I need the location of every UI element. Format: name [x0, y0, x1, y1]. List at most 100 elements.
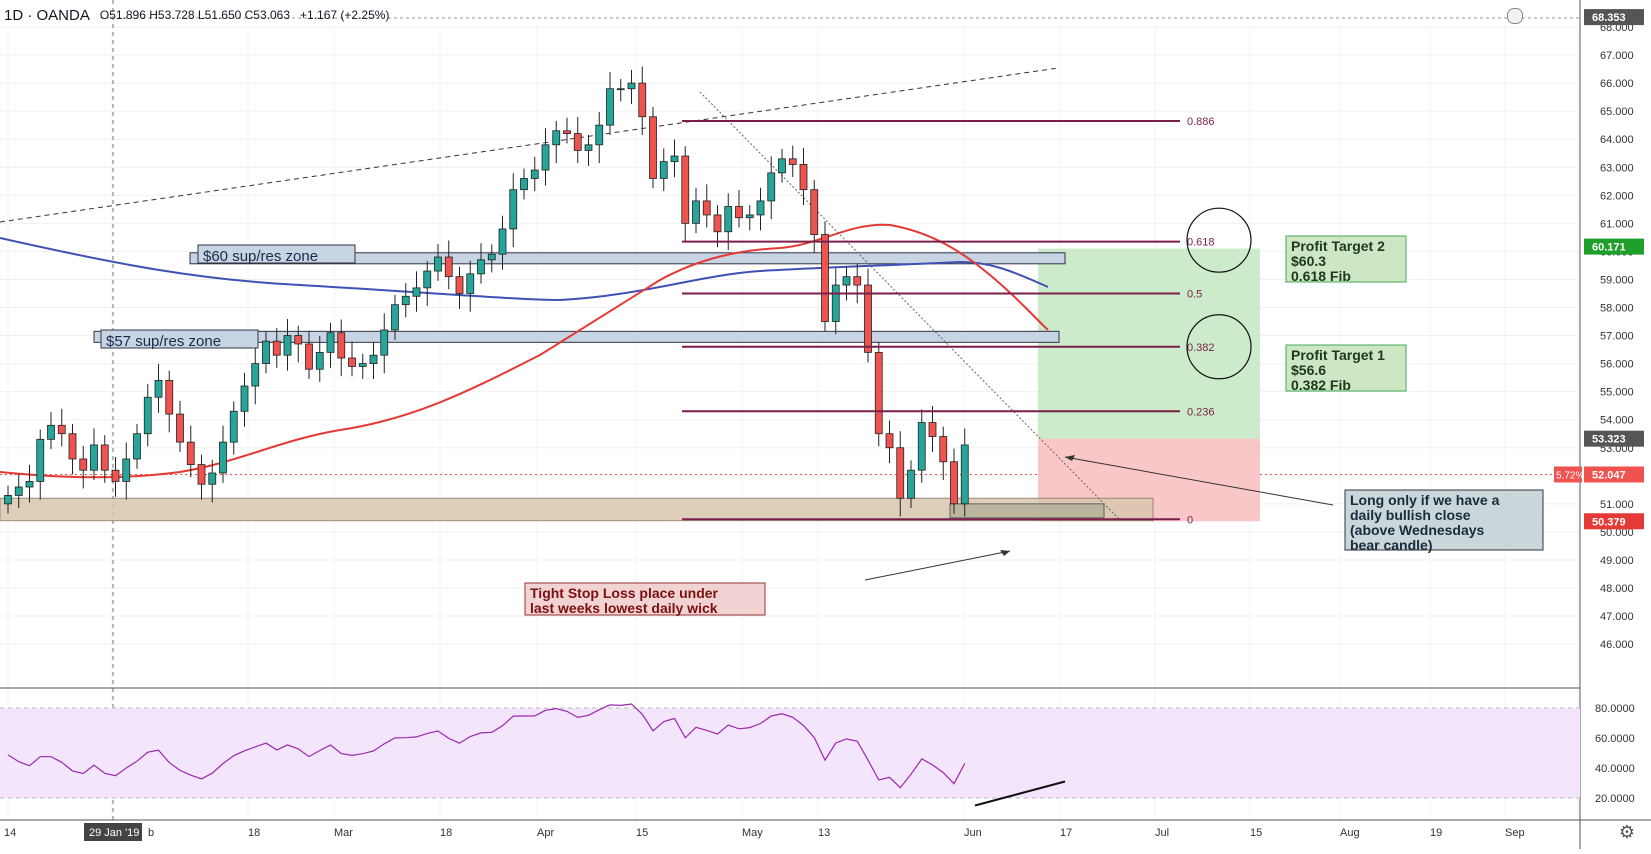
candle-bear: [821, 234, 829, 322]
candle-bull: [595, 124, 604, 146]
price-badge-label: 50.379: [1592, 516, 1626, 528]
candle-bull: [627, 82, 636, 90]
candle-bull: [960, 444, 969, 505]
profit-target-2-box: [1285, 235, 1407, 283]
price-tick-label: 47.000: [1600, 611, 1634, 623]
candle-bull: [530, 169, 539, 179]
price-tick-label: 64.000: [1600, 134, 1634, 146]
layout-toggle-icon[interactable]: [1507, 8, 1523, 24]
annotations-layer[interactable]: $60 sup/res zone $57 sup/res zone Profit T…: [100, 235, 1544, 616]
candle-bear: [681, 155, 690, 224]
long-condition-note-text: (above Wednesdays: [1350, 522, 1485, 538]
candle-bull: [616, 88, 625, 91]
candle-bear: [165, 380, 174, 415]
candle-bull: [208, 472, 217, 485]
candle-bull: [143, 396, 152, 435]
candle-bull: [251, 363, 260, 387]
profit-target-1-text: Profit Target 1: [1291, 347, 1385, 363]
ohlc-values: O51.896 H53.728 L51.650 C53.063: [99, 8, 291, 22]
candles-layer: [4, 66, 969, 517]
candle-bear: [455, 276, 464, 294]
price-tick-label: 63.000: [1600, 162, 1634, 174]
candle-bull: [434, 256, 442, 272]
candle-bull: [283, 335, 292, 356]
zone-60-band: [189, 252, 1066, 265]
candle-bull: [423, 270, 432, 289]
price-tick-label: 49.000: [1600, 555, 1634, 567]
candle-bull: [36, 438, 45, 482]
price-badge-label: 53.323: [1592, 434, 1626, 446]
rsi-pane: [0, 703, 1580, 807]
candle-bull: [154, 380, 163, 398]
candle-bull: [552, 130, 561, 146]
trendline-dashed: [0, 67, 1059, 223]
candle-bear: [702, 200, 711, 216]
axes-layer: 68.00067.00066.00065.00064.00063.00062.0…: [4, 9, 1644, 841]
candle-bear: [649, 116, 657, 179]
candle-bear: [305, 343, 313, 370]
price-tick-label: 62.000: [1600, 190, 1634, 202]
arrowhead-icon: [1000, 550, 1010, 556]
profit-target-2[interactable]: Profit Target 2$60.30.618 Fib: [1285, 235, 1407, 284]
profit-target-1-text: 0.382 Fib: [1291, 377, 1351, 393]
zone57-label-text: $57 sup/res zone: [106, 333, 221, 350]
candle-bull: [756, 200, 765, 216]
profit-target-2-text: 0.618 Fib: [1291, 268, 1351, 284]
candle-bull: [229, 410, 238, 443]
arrow-stop-note: [864, 550, 1011, 581]
gear-icon[interactable]: ⚙: [1618, 822, 1635, 842]
candle-bear: [939, 436, 948, 463]
candle-bull: [391, 304, 399, 331]
arrowhead-icon: [1065, 455, 1075, 461]
fib-level-label: 0.236: [1187, 406, 1215, 418]
zone57-label[interactable]: $57 sup/res zone: [100, 329, 259, 350]
candle-bull: [541, 144, 550, 171]
candle-bear: [864, 284, 872, 353]
candle-bear: [100, 444, 109, 471]
price-tick-label: 46.000: [1600, 639, 1634, 651]
time-tick-label: Mar: [334, 827, 353, 839]
candle-bull: [498, 228, 507, 255]
candle-bear: [810, 189, 819, 235]
candle-bull: [466, 273, 475, 294]
rsi-tick-label: 80.0000: [1595, 703, 1635, 715]
price-tick-label: 61.000: [1600, 218, 1634, 230]
pct-badge-label: 5.72%: [1556, 470, 1584, 481]
zone60-label[interactable]: $60 sup/res zone: [197, 244, 356, 265]
zone60-label-text: $60 sup/res zone: [203, 248, 318, 265]
rsi-band: [0, 708, 1580, 798]
profit-zone: [1038, 248, 1260, 439]
candle-bear: [788, 158, 797, 165]
time-tick-label: 15: [636, 827, 648, 839]
candle-bull: [412, 287, 421, 297]
price-badge: [1584, 9, 1644, 26]
date-badge: [84, 823, 142, 841]
profit-target-1[interactable]: Profit Target 1$56.60.382 Fib: [1285, 344, 1407, 393]
symbol-label[interactable]: 1D · OANDA: [4, 6, 90, 24]
price-tick-label: 67.000: [1600, 50, 1634, 62]
profit-target-1-box: [1285, 344, 1407, 392]
change-value: +1.167 (+2.25%): [300, 8, 390, 22]
rsi-line: [7, 703, 966, 789]
fib-level-label: 0.618: [1187, 237, 1215, 249]
time-tick-label: Jul: [1155, 827, 1169, 839]
price-tick-label: 48.000: [1600, 583, 1634, 595]
candle-bear: [799, 164, 808, 191]
candle-bull: [659, 161, 668, 179]
price-tick-label: 51.000: [1600, 499, 1634, 511]
price-tick-label: 57.000: [1600, 331, 1634, 343]
time-tick-label: 15: [1250, 827, 1262, 839]
candle-bull: [315, 351, 324, 370]
legend-header: 1D · OANDA O51.896 H53.728 L51.650 C53.0…: [0, 0, 389, 30]
time-tick-label: 19: [1430, 827, 1442, 839]
price-badge-label: 68.353: [1592, 12, 1626, 24]
candle-bull: [358, 363, 367, 367]
fib-layer[interactable]: 0.886 0.618 0.5 0.382 0.236 0: [682, 116, 1252, 526]
candle-bear: [176, 413, 184, 443]
candle-bull: [767, 172, 776, 202]
rsi-tick-label: 60.0000: [1595, 733, 1635, 745]
